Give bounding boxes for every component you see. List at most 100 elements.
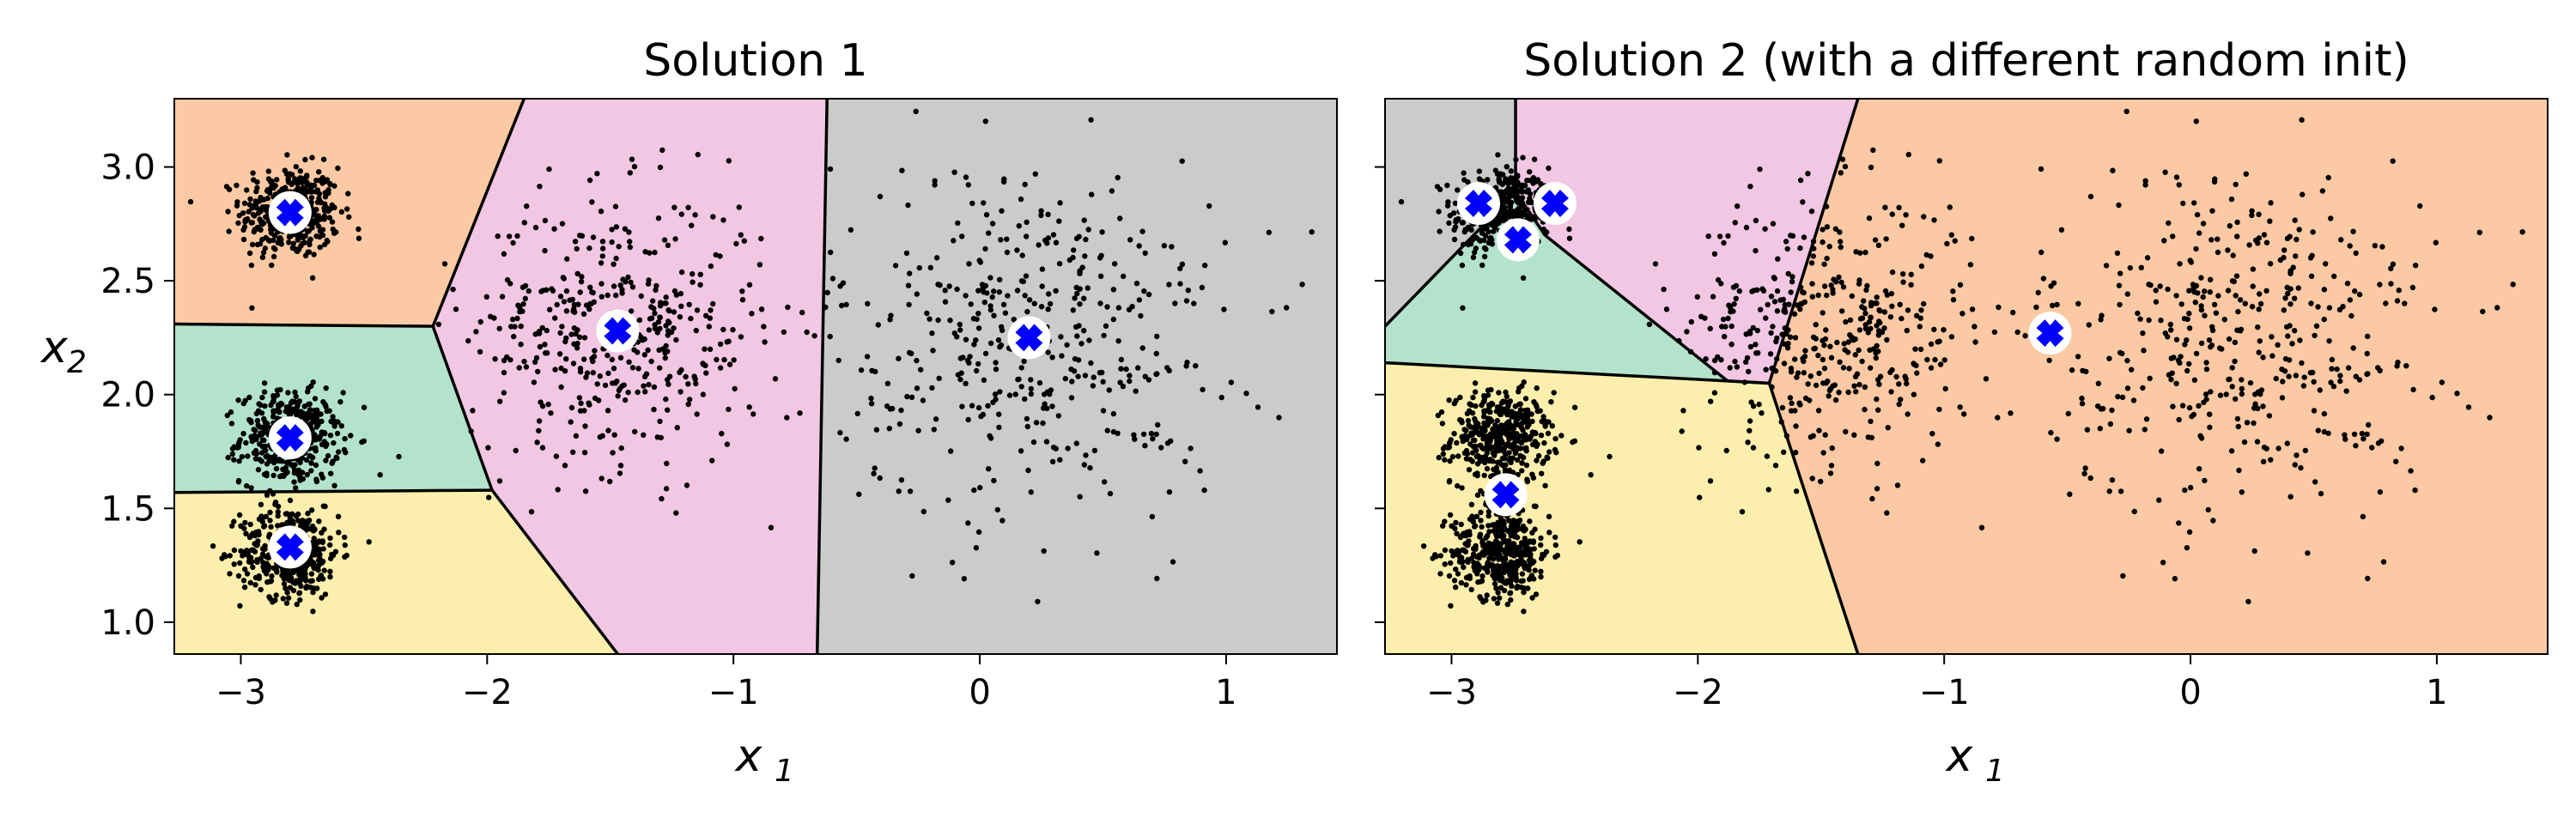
data-point <box>243 530 249 536</box>
data-point <box>310 379 316 385</box>
data-point <box>312 526 318 533</box>
data-point <box>914 357 920 364</box>
data-point <box>2228 196 2235 203</box>
data-point <box>1538 181 1544 188</box>
data-point <box>1840 365 1847 371</box>
data-point <box>2186 360 2192 367</box>
data-point <box>1820 310 1826 316</box>
decision-boundary <box>431 325 494 491</box>
data-point <box>270 414 276 420</box>
data-point <box>2377 489 2384 495</box>
data-point <box>1459 262 1466 269</box>
data-point <box>260 425 267 432</box>
data-point <box>243 439 249 446</box>
data-point <box>840 280 847 286</box>
data-point <box>1937 361 1944 367</box>
y-axis-label: x <box>39 322 69 373</box>
data-point <box>2119 394 2126 400</box>
data-point <box>272 500 279 506</box>
data-point <box>275 402 282 408</box>
data-point <box>336 530 342 536</box>
data-point <box>1747 343 1754 350</box>
data-point <box>1793 423 1799 429</box>
data-point <box>1508 168 1515 174</box>
data-point <box>559 221 566 227</box>
data-point <box>1839 308 1845 314</box>
data-point <box>858 367 865 373</box>
data-point <box>638 293 644 300</box>
data-point <box>280 596 286 602</box>
data-point <box>1527 178 1534 184</box>
data-point <box>1522 432 1528 438</box>
data-point <box>2124 357 2130 364</box>
data-point <box>1864 282 1870 289</box>
data-point <box>693 380 699 387</box>
data-point <box>2366 421 2372 428</box>
data-point <box>1745 439 1751 445</box>
data-point <box>656 347 662 353</box>
data-point <box>989 294 995 300</box>
decision-boundary <box>1544 233 1728 383</box>
data-point <box>323 204 330 210</box>
data-point <box>785 304 791 311</box>
data-point <box>1822 432 1828 438</box>
data-point <box>2038 166 2044 173</box>
data-point <box>553 453 560 459</box>
data-point <box>465 337 471 344</box>
data-point <box>226 186 233 192</box>
data-point <box>228 409 234 415</box>
data-point <box>1551 390 1557 396</box>
data-point <box>2282 295 2288 301</box>
data-point <box>1091 374 1097 380</box>
data-point <box>1465 241 1472 248</box>
data-point <box>333 229 339 235</box>
data-point <box>1533 591 1540 597</box>
x-tick-label: 1 <box>2426 673 2447 712</box>
data-point <box>673 336 679 343</box>
data-point <box>1808 260 1815 266</box>
data-point <box>827 166 834 173</box>
data-point <box>229 451 235 457</box>
data-point <box>522 295 528 301</box>
data-point <box>305 519 311 526</box>
data-point <box>1000 179 1007 185</box>
x-axis-label-subscript: 1 <box>1985 754 2005 789</box>
data-point <box>2176 520 2182 526</box>
data-point <box>2321 410 2328 417</box>
data-point <box>617 385 623 391</box>
data-point <box>1520 427 1526 433</box>
data-point <box>1861 298 1867 304</box>
data-point <box>2170 233 2176 239</box>
data-point <box>2234 415 2241 422</box>
data-point <box>1767 351 1774 357</box>
data-point <box>1506 209 1513 215</box>
data-point <box>2097 426 2103 432</box>
data-point <box>316 562 322 569</box>
data-point <box>677 290 684 297</box>
data-point <box>1821 366 1828 372</box>
data-point <box>1532 216 1538 222</box>
data-point <box>1452 585 1459 591</box>
data-point <box>1828 463 1835 469</box>
data-point <box>904 393 910 400</box>
data-point <box>582 488 589 494</box>
data-point <box>653 282 659 289</box>
data-point <box>1849 293 1855 300</box>
data-point <box>1083 452 1089 458</box>
data-point <box>936 375 942 381</box>
data-point <box>749 311 755 317</box>
data-point <box>533 354 540 361</box>
data-point <box>1440 445 1447 451</box>
data-point <box>661 300 668 306</box>
data-point <box>1784 345 1791 351</box>
data-point <box>1885 425 1891 431</box>
data-point <box>947 318 953 324</box>
data-point <box>1077 301 1083 307</box>
data-point <box>989 221 996 227</box>
data-point <box>1140 431 1147 438</box>
data-point <box>1018 196 1024 203</box>
centroid-x-mark <box>1015 324 1043 352</box>
data-point <box>2177 360 2183 366</box>
data-point <box>1505 403 1511 409</box>
data-point <box>2080 367 2086 373</box>
